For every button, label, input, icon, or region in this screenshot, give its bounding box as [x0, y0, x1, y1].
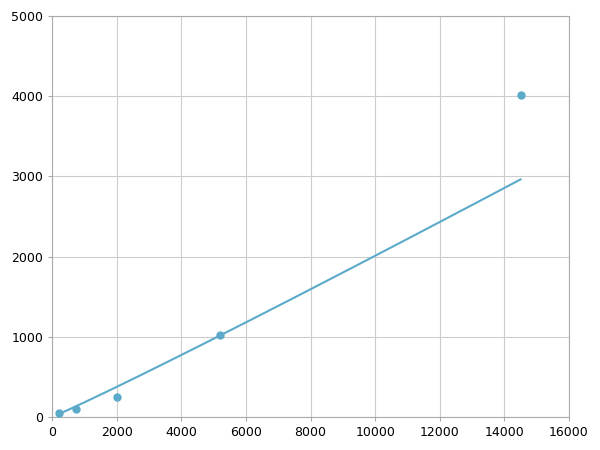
Point	[516, 91, 526, 98]
Point	[215, 332, 225, 339]
Point	[71, 405, 81, 413]
Point	[54, 409, 64, 416]
Point	[112, 393, 122, 400]
